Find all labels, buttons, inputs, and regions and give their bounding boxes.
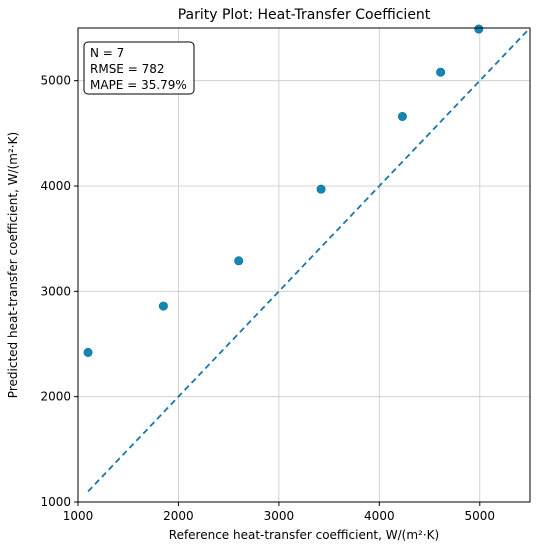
data-point bbox=[474, 24, 484, 34]
y-tick-label: 3000 bbox=[40, 284, 71, 298]
stats-box: N = 7 RMSE = 782 MAPE = 35.79% bbox=[83, 41, 195, 95]
parity-line bbox=[87, 28, 530, 493]
data-point bbox=[436, 67, 446, 77]
x-tick-label: 1000 bbox=[63, 509, 94, 523]
stats-rmse: RMSE = 782 bbox=[90, 62, 164, 76]
stats-n: N = 7 bbox=[90, 46, 124, 60]
y-axis-label: Predicted heat-transfer coefficient, W/(… bbox=[6, 132, 20, 398]
x-tick-label: 4000 bbox=[364, 509, 395, 523]
data-point bbox=[83, 347, 93, 357]
data-points bbox=[83, 24, 484, 357]
y-tick-label: 1000 bbox=[40, 495, 71, 509]
data-point bbox=[234, 256, 244, 266]
data-point bbox=[316, 184, 326, 194]
y-tick-label: 5000 bbox=[40, 74, 71, 88]
x-tick-label: 2000 bbox=[163, 509, 194, 523]
parity-line-group bbox=[87, 28, 530, 493]
x-axis-label: Reference heat-transfer coefficient, W/(… bbox=[169, 528, 439, 542]
stats-box-frame bbox=[83, 41, 195, 95]
x-tick-label: 5000 bbox=[465, 509, 496, 523]
x-axis-ticks: 1000 2000 3000 4000 5000 bbox=[63, 502, 495, 523]
data-point bbox=[158, 301, 168, 311]
y-tick-label: 4000 bbox=[40, 179, 71, 193]
chart-title: Parity Plot: Heat-Transfer Coefficient bbox=[178, 7, 431, 23]
y-axis-ticks: 1000 2000 3000 4000 5000 bbox=[40, 74, 78, 509]
x-tick-label: 3000 bbox=[264, 509, 295, 523]
stats-mape: MAPE = 35.79% bbox=[90, 78, 187, 92]
data-point bbox=[397, 111, 407, 121]
y-tick-label: 2000 bbox=[40, 390, 71, 404]
plot-frame bbox=[77, 27, 531, 503]
